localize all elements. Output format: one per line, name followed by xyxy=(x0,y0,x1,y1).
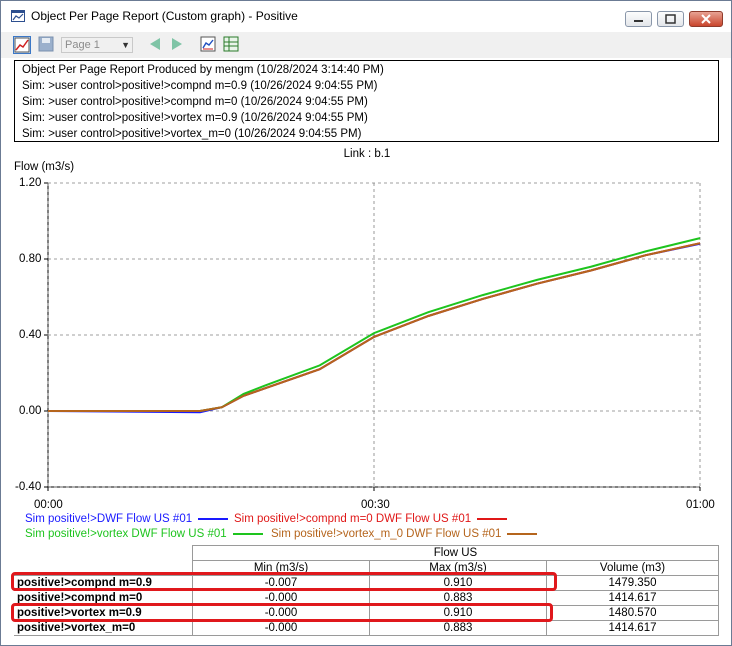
report-header-line: Object Per Page Report Produced by mengm… xyxy=(22,64,384,76)
volume-cell: 1414.617 xyxy=(546,590,719,606)
table-row[interactable]: positive!>compnd m=0 -0.000 0.883 1414.6… xyxy=(14,590,719,606)
max-cell: 0.883 xyxy=(369,620,547,636)
group-header: Flow US xyxy=(192,545,719,561)
chart-properties-button[interactable] xyxy=(200,36,218,54)
min-cell: -0.000 xyxy=(192,620,370,636)
table-group-header-row: Flow US xyxy=(14,545,719,561)
legend-label: Sim positive!>vortex DWF Flow US #01 xyxy=(25,528,227,540)
table-row[interactable]: positive!>compnd m=0.9 -0.007 0.910 1479… xyxy=(14,575,719,591)
legend-label: Sim positive!>compnd m=0 DWF Flow US #01 xyxy=(234,513,472,525)
save-button[interactable] xyxy=(38,36,56,54)
volume-cell: 1479.350 xyxy=(546,575,719,591)
x-tick-label: 01:00 xyxy=(686,499,715,511)
legend-swatch xyxy=(477,517,508,520)
legend-label: Sim positive!>DWF Flow US #01 xyxy=(25,513,193,525)
page-selector[interactable]: Page 1 ▼ xyxy=(61,37,133,53)
report-window-icon xyxy=(11,10,25,22)
title-bar[interactable]: Object Per Page Report (Custom graph) - … xyxy=(1,1,731,31)
window-title: Object Per Page Report (Custom graph) - … xyxy=(31,9,298,23)
row-name: positive!>compnd m=0.9 xyxy=(14,575,193,591)
legend-item: Sim positive!>vortex DWF Flow US #01 xyxy=(25,528,263,540)
y-axis-label: Flow (m3/s) xyxy=(14,161,75,173)
arrow-left-icon xyxy=(150,38,160,50)
table-icon xyxy=(223,36,239,52)
graph-view-button[interactable] xyxy=(13,36,31,54)
volume-cell: 1414.617 xyxy=(546,620,719,636)
maximize-icon xyxy=(665,14,676,24)
next-page-button[interactable] xyxy=(169,36,187,54)
y-tick-label: -0.40 xyxy=(15,481,42,493)
page-selector-value: Page 1 xyxy=(65,39,100,51)
flow-chart[interactable] xyxy=(1,1,731,521)
legend-label: Sim positive!>vortex_m_0 DWF Flow US #01 xyxy=(271,528,502,540)
series-line-3 xyxy=(48,242,701,412)
previous-page-button[interactable] xyxy=(147,36,165,54)
y-tick-label: 0.40 xyxy=(19,329,42,341)
highlight-box xyxy=(11,572,557,591)
report-header-line: Sim: >user control>positive!>vortex m=0.… xyxy=(22,112,368,124)
legend-swatch xyxy=(198,517,229,520)
close-icon xyxy=(701,14,711,24)
table-corner xyxy=(14,546,193,561)
volume-cell: 1480.570 xyxy=(546,605,719,621)
report-header-box: Object Per Page Report Produced by mengm… xyxy=(14,60,719,142)
y-tick-label: 0.80 xyxy=(19,253,42,265)
toolbar: Page 1 ▼ xyxy=(1,32,731,58)
y-tick-label: 1.20 xyxy=(19,177,42,189)
column-header: Volume (m3) xyxy=(546,560,719,576)
legend-swatch xyxy=(507,532,538,535)
table-row[interactable]: positive!>vortex_m=0 -0.000 0.883 1414.6… xyxy=(14,620,719,636)
close-button[interactable] xyxy=(689,11,723,27)
x-tick-label: 00:00 xyxy=(34,499,63,511)
table-view-button[interactable] xyxy=(223,36,241,54)
series-line-2 xyxy=(48,237,701,412)
report-header-line: Sim: >user control>positive!>vortex_m=0 … xyxy=(22,128,362,140)
row-name: positive!>vortex_m=0 xyxy=(14,620,193,636)
x-tick-label: 00:30 xyxy=(361,499,390,511)
save-icon xyxy=(38,36,54,52)
legend-item: Sim positive!>compnd m=0 DWF Flow US #01 xyxy=(234,513,508,525)
arrow-right-icon xyxy=(172,38,182,50)
legend-item: Sim positive!>vortex_m_0 DWF Flow US #01 xyxy=(271,528,538,540)
minimize-icon xyxy=(634,20,643,22)
report-header-line: Sim: >user control>positive!>compnd m=0 … xyxy=(22,96,368,108)
chevron-down-icon: ▼ xyxy=(121,40,130,50)
chart-icon xyxy=(200,36,216,52)
highlight-box xyxy=(11,603,553,622)
minimize-button[interactable] xyxy=(625,11,652,27)
report-header-line: Sim: >user control>positive!>compnd m=0.… xyxy=(22,80,378,92)
chart-title: Link : b.1 xyxy=(343,148,391,160)
row-name: positive!>compnd m=0 xyxy=(14,590,193,606)
line-graph-icon xyxy=(14,37,30,53)
y-tick-label: 0.00 xyxy=(19,405,42,417)
maximize-button[interactable] xyxy=(657,11,684,27)
min-cell: -0.007 xyxy=(192,575,370,591)
legend-item: Sim positive!>DWF Flow US #01 xyxy=(25,513,229,525)
legend-swatch xyxy=(232,532,263,535)
